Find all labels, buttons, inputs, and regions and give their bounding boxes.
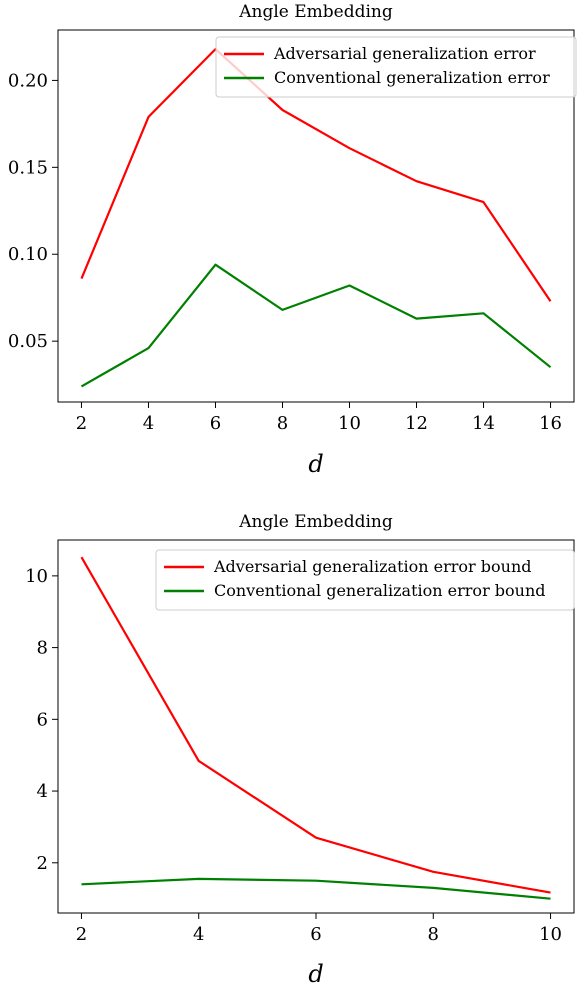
legend-label: Adversarial generalization error bound [213, 557, 532, 576]
series-line-1 [80, 556, 551, 894]
y-tick-label: 6 [37, 709, 48, 730]
chart-panel-2: Angle Embedding 2 4 6 8 10 2 4 6 8 10 d Adversarial … [25, 512, 575, 984]
legend: Adversarial generalization error Conventi… [215, 36, 577, 98]
x-axis-label: d [308, 450, 323, 478]
y-tick-label: 10 [25, 566, 48, 587]
y-tick-label: 0.10 [8, 244, 48, 265]
legend-label: Adversarial generalization error [273, 44, 536, 63]
series-line-2 [80, 263, 552, 388]
x-tick-label: 4 [143, 413, 154, 434]
legend: Adversarial generalization error bound Co… [155, 549, 575, 611]
y-tick-label: 8 [37, 638, 48, 659]
legend-label: Conventional generalization error bound [214, 581, 546, 600]
series-line-1 [80, 47, 552, 302]
chart-title: Angle Embedding [238, 512, 393, 532]
x-tick-label: 14 [472, 413, 495, 434]
x-tick-label: 8 [277, 413, 288, 434]
legend-box [155, 549, 575, 611]
chart-title: Angle Embedding [238, 2, 393, 22]
legend-box [215, 36, 577, 98]
x-tick-label: 10 [539, 924, 562, 945]
axes-frame [57, 29, 575, 403]
x-tick-label: 2 [76, 924, 87, 945]
legend-label: Conventional generalization error [274, 68, 550, 87]
y-tick-label: 0.15 [8, 157, 48, 178]
chart-panel-1: Angle Embedding 2 4 6 8 10 12 14 16 0.05 0.10 0.15 0… [8, 2, 577, 478]
x-tick-label: 6 [310, 924, 321, 945]
series-line-2 [81, 877, 551, 900]
y-tick-label: 4 [37, 781, 48, 802]
y-tick-label: 2 [37, 853, 48, 874]
y-tick-label: 0.05 [8, 331, 48, 352]
x-tick-label: 6 [210, 413, 221, 434]
x-tick-label: 2 [76, 413, 87, 434]
x-tick-label: 10 [338, 413, 361, 434]
x-tick-label: 16 [539, 413, 562, 434]
x-tick-label: 12 [405, 413, 428, 434]
x-tick-label: 4 [193, 924, 204, 945]
y-tick-label: 0.20 [8, 70, 48, 91]
x-axis-label: d [308, 960, 323, 984]
x-tick-label: 8 [428, 924, 439, 945]
